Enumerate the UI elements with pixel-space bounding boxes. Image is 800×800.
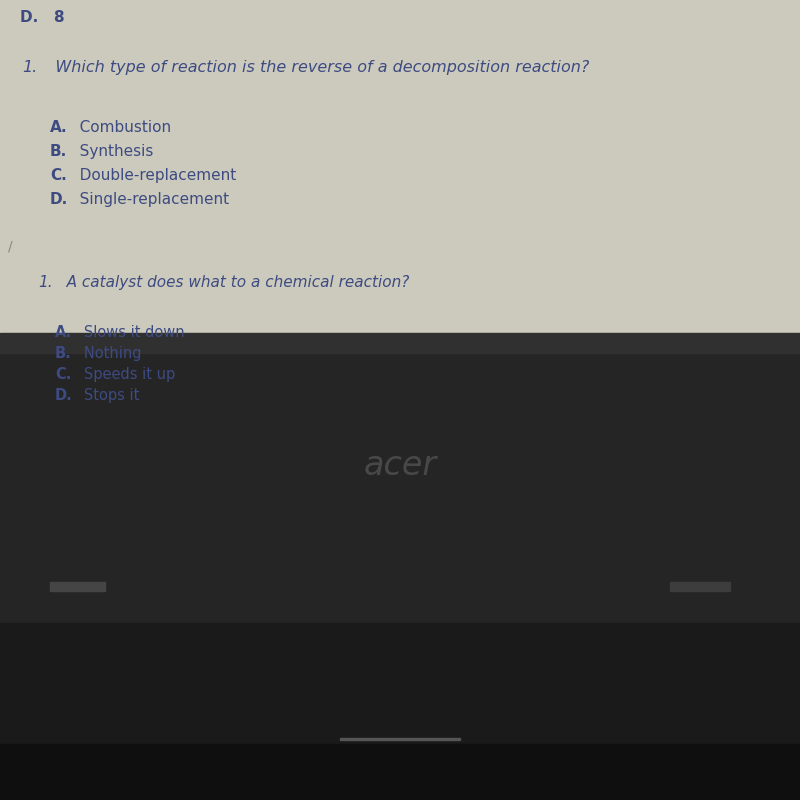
Bar (670, 582, 730, 591)
Text: C.: C. (50, 168, 66, 183)
Bar (0, 744, 800, 800)
Text: B.: B. (50, 144, 67, 159)
Text: B.: B. (55, 346, 72, 361)
Text: A.: A. (55, 325, 72, 340)
Text: 1.: 1. (38, 275, 53, 290)
Text: acer: acer (363, 449, 437, 482)
Text: 1.: 1. (22, 60, 38, 75)
Text: D.: D. (50, 192, 68, 207)
Text: A catalyst does what to a chemical reaction?: A catalyst does what to a chemical react… (52, 275, 410, 290)
Text: Stops it: Stops it (70, 388, 139, 403)
Text: C.: C. (55, 367, 71, 382)
Bar (0, 333, 800, 353)
Text: Double-replacement: Double-replacement (65, 168, 236, 183)
Text: Which type of reaction is the reverse of a decomposition reaction?: Which type of reaction is the reverse of… (40, 60, 590, 75)
Bar (0, 623, 800, 800)
Text: Single-replacement: Single-replacement (65, 192, 229, 207)
Text: D.   8: D. 8 (20, 10, 65, 25)
Bar (50, 582, 105, 591)
Bar (0, 0, 800, 335)
Bar (340, 738, 460, 739)
Bar (0, 335, 800, 800)
Text: /: / (8, 240, 13, 254)
Text: Slows it down: Slows it down (70, 325, 185, 340)
Text: A.: A. (50, 120, 68, 135)
Text: Combustion: Combustion (65, 120, 171, 135)
Text: Synthesis: Synthesis (65, 144, 154, 159)
Text: D.: D. (55, 388, 73, 403)
Text: Nothing: Nothing (70, 346, 142, 361)
Text: Speeds it up: Speeds it up (70, 367, 175, 382)
